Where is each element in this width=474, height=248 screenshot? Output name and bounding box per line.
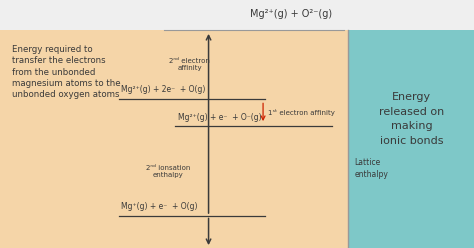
Text: Mg²⁺(g) + 2e⁻  + O(g): Mg²⁺(g) + 2e⁻ + O(g): [121, 85, 205, 94]
Text: Mg⁺(g) + e⁻  + O(g): Mg⁺(g) + e⁻ + O(g): [121, 202, 197, 211]
Text: Lattice
enthalpy: Lattice enthalpy: [355, 158, 388, 179]
Text: 2ⁿᵈ electron
affinity: 2ⁿᵈ electron affinity: [169, 58, 210, 71]
Bar: [0, 30, 348, 248]
Text: Energy
released on
making
ionic bonds: Energy released on making ionic bonds: [379, 92, 444, 146]
Bar: [348, 30, 474, 248]
Text: 2ⁿᵈ ionsation
enthalpy: 2ⁿᵈ ionsation enthalpy: [146, 165, 191, 178]
Text: Energy required to
transfer the electrons
from the unbonded
magnesium atoms to t: Energy required to transfer the electron…: [12, 45, 120, 99]
Text: 1ˢᵗ electron affinity: 1ˢᵗ electron affinity: [268, 109, 335, 116]
Text: Mg²⁺(g) + O²⁻(g): Mg²⁺(g) + O²⁻(g): [250, 9, 333, 19]
Text: Mg²⁺(g) + e⁻  + O⁻(g): Mg²⁺(g) + e⁻ + O⁻(g): [178, 113, 261, 122]
Bar: [0, 0, 474, 30]
